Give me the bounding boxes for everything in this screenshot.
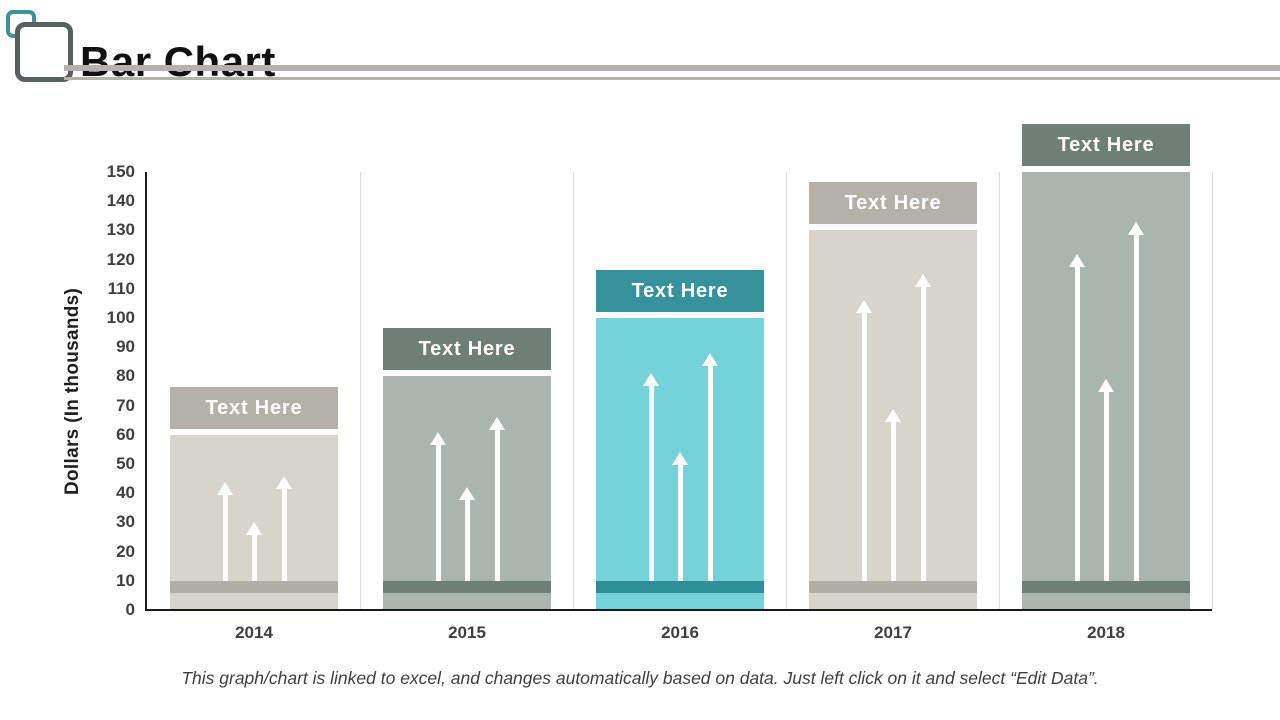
up-arrow-icon: [1128, 222, 1144, 235]
footer-note: This graph/chart is linked to excel, and…: [181, 668, 1099, 688]
vertical-gridline: [999, 172, 1000, 610]
bar-value-label: Text Here: [809, 182, 977, 224]
up-arrow-stem: [1075, 266, 1080, 581]
baseline-band: [170, 581, 338, 593]
up-arrow-icon: [1069, 254, 1085, 267]
y-tick-label: 120: [106, 250, 135, 269]
up-arrow-icon: [430, 432, 446, 445]
y-tick-label: 100: [106, 308, 135, 327]
up-arrow-stem: [252, 534, 257, 581]
y-tick-label: 80: [116, 366, 135, 385]
y-tick-label: 60: [116, 425, 135, 444]
up-arrow-stem: [678, 464, 683, 581]
vertical-gridline: [1212, 172, 1213, 610]
baseline-band: [809, 581, 977, 593]
up-arrow-stem: [708, 365, 713, 581]
up-arrow-stem: [1134, 234, 1139, 581]
x-axis-line: [145, 609, 1212, 611]
up-arrow-icon: [856, 300, 872, 313]
header-divider-thin: [64, 77, 1280, 80]
up-arrow-stem: [495, 429, 500, 581]
vertical-gridline: [573, 172, 574, 610]
bar-value-label: Text Here: [596, 270, 764, 312]
up-arrow-stem: [862, 312, 867, 581]
up-arrow-stem: [891, 421, 896, 581]
bar-value-label: Text Here: [170, 387, 338, 429]
up-arrow-stem: [223, 494, 228, 581]
up-arrow-icon: [246, 522, 262, 535]
up-arrow-stem: [282, 488, 287, 581]
y-tick-label: 20: [116, 542, 135, 561]
y-tick-label: 30: [116, 512, 135, 531]
baseline-band: [596, 581, 764, 593]
header-divider-thick: [64, 65, 1280, 71]
bar-value-label: Text Here: [383, 328, 551, 370]
up-arrow-icon: [217, 482, 233, 495]
up-arrow-stem: [649, 385, 654, 581]
x-tick-label: 2015: [448, 623, 486, 642]
up-arrow-icon: [915, 274, 931, 287]
y-tick-label: 50: [116, 454, 135, 473]
up-arrow-icon: [489, 417, 505, 430]
baseline-band: [1022, 581, 1190, 593]
y-tick-label: 10: [116, 571, 135, 590]
baseline-band: [383, 581, 551, 593]
y-tick-label: 130: [106, 220, 135, 239]
y-tick-label: 140: [106, 191, 135, 210]
x-tick-label: 2018: [1087, 623, 1125, 642]
x-tick-label: 2014: [235, 623, 273, 642]
y-tick-label: 70: [116, 396, 135, 415]
up-arrow-icon: [702, 353, 718, 366]
bar-value-label: Text Here: [1022, 124, 1190, 166]
y-tick-label: 150: [106, 162, 135, 181]
up-arrow-stem: [465, 499, 470, 581]
vertical-gridline: [786, 172, 787, 610]
up-arrow-icon: [1098, 379, 1114, 392]
up-arrow-icon: [276, 476, 292, 489]
y-tick-label: 110: [107, 279, 135, 298]
vertical-gridline: [360, 172, 361, 610]
up-arrow-stem: [921, 286, 926, 581]
y-tick-label: 90: [116, 337, 135, 356]
up-arrow-icon: [672, 452, 688, 465]
up-arrow-icon: [459, 487, 475, 500]
up-arrow-icon: [885, 409, 901, 422]
x-tick-label: 2017: [874, 623, 912, 642]
up-arrow-icon: [643, 373, 659, 386]
y-tick-label: 0: [125, 600, 135, 619]
up-arrow-stem: [1104, 391, 1109, 581]
up-arrow-stem: [436, 444, 441, 581]
x-tick-label: 2016: [661, 623, 699, 642]
large-gray-rounded-square-icon: [15, 22, 73, 82]
y-axis-line: [145, 172, 147, 610]
y-tick-label: 40: [116, 483, 135, 502]
